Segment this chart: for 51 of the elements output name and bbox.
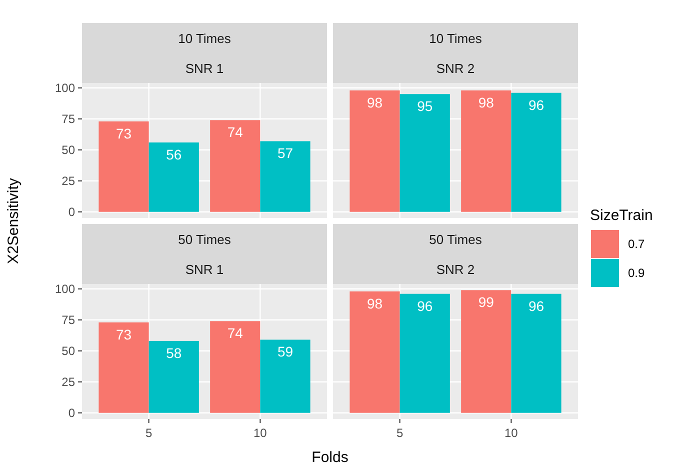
x-axis-title: Folds — [312, 449, 348, 466]
bar — [260, 141, 310, 212]
y-tick-label: 25 — [62, 174, 76, 188]
y-tick-label: 75 — [62, 112, 76, 126]
data-label: 98 — [478, 94, 494, 110]
legend-title: SizeTrain — [590, 207, 653, 224]
legend-label: 0.7 — [628, 237, 646, 252]
y-axis-title: X2Sensitivity — [5, 178, 22, 264]
y-tick-label: 75 — [62, 313, 76, 328]
data-label: 73 — [116, 125, 132, 142]
x-tick-label: 10 — [504, 426, 518, 440]
data-label: 96 — [528, 298, 544, 314]
chart-title: 50 Times — [429, 232, 482, 247]
data-label: 58 — [166, 344, 182, 361]
bar — [210, 120, 260, 212]
data-label: 99 — [478, 294, 494, 310]
x-tick-label: 5 — [145, 426, 152, 440]
bar — [210, 321, 260, 413]
y-tick-label: 0 — [68, 406, 76, 420]
y-tick-label: 50 — [62, 143, 76, 158]
legend-label: 0.9 — [628, 266, 646, 280]
data-label: 57 — [277, 145, 294, 162]
chart-title: 10 Times — [178, 31, 232, 46]
bar — [260, 340, 310, 413]
chart-subtitle: SNR 2 — [436, 61, 475, 76]
bar — [98, 121, 149, 212]
bar — [148, 142, 199, 212]
y-tick-label: 25 — [62, 375, 76, 390]
data-label: 73 — [116, 326, 132, 342]
y-tick-label: 100 — [54, 282, 76, 296]
data-label: 74 — [227, 325, 244, 342]
x-tick-label: 5 — [396, 426, 404, 440]
data-label: 56 — [166, 146, 182, 162]
bar — [148, 340, 199, 413]
x-tick-label: 10 — [254, 426, 268, 440]
chart-title: 50 Times — [178, 232, 232, 247]
chart-subtitle: SNR 1 — [185, 61, 224, 76]
data-label: 95 — [417, 98, 433, 114]
chart-title: 10 Times — [429, 31, 482, 46]
y-tick-label: 0 — [68, 205, 76, 220]
data-label: 98 — [366, 94, 383, 110]
data-label: 59 — [277, 344, 294, 360]
data-label: 74 — [227, 124, 244, 140]
data-label: 96 — [417, 298, 433, 314]
bar — [98, 322, 149, 413]
chart-subtitle: SNR 2 — [436, 262, 475, 277]
data-label: 96 — [528, 96, 544, 113]
data-label: 98 — [366, 295, 383, 312]
chart-subtitle: SNR 1 — [185, 262, 224, 277]
y-tick-label: 100 — [54, 81, 76, 96]
y-tick-label: 50 — [62, 344, 76, 358]
